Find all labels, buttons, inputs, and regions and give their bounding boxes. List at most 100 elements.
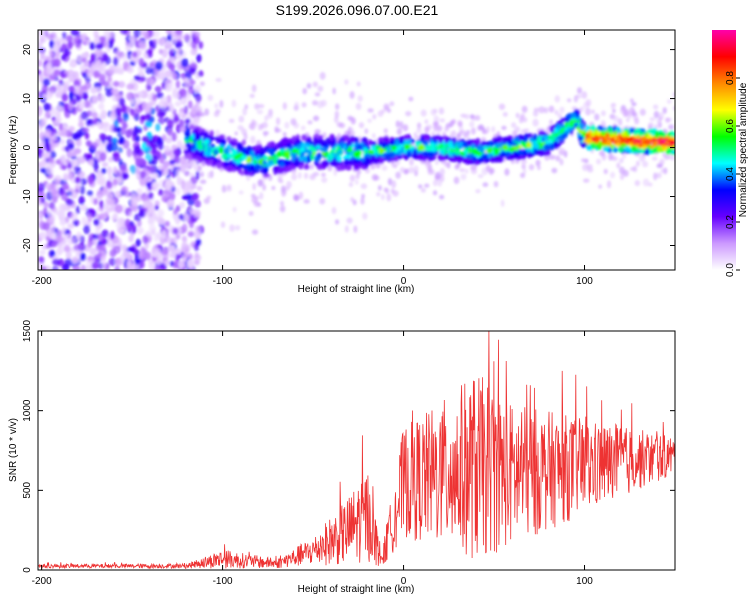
spectrogram-cell [111, 95, 118, 102]
spectrogram-cell [398, 139, 404, 145]
spectrogram-cell [145, 82, 152, 92]
spectrogram-cell [355, 102, 362, 110]
spectrogram-cell [659, 158, 665, 165]
spectrogram-cell [47, 209, 53, 217]
spectrogram-cell [380, 109, 386, 114]
spectrogram-cell [101, 229, 109, 238]
spectrogram-cell [223, 147, 230, 155]
spectrogram-cell [348, 182, 354, 188]
spectrogram-cell [277, 141, 283, 148]
spectrogram-cell [587, 167, 594, 173]
spectrogram-cell [434, 135, 440, 140]
spectrogram-cell [121, 244, 128, 253]
spectrogram-cell [464, 168, 469, 174]
spectrogram-cell [585, 138, 592, 145]
spectrogram-cell [608, 152, 613, 161]
spectrogram-cell [154, 61, 163, 71]
spectrogram-cell [65, 190, 73, 197]
spectrogram-cell [334, 103, 340, 110]
spectrogram-cell [149, 62, 155, 68]
spectrogram-cell [317, 100, 324, 109]
spectrogram-cell [126, 147, 132, 158]
spectrogram-cell [41, 36, 47, 43]
spectrogram-cell [204, 108, 210, 116]
spectrogram-cell [656, 163, 663, 169]
spectrogram-cell [128, 127, 135, 135]
spectrogram-cell [114, 265, 120, 270]
spectrogram-cell [238, 115, 245, 123]
spectrogram-cell [68, 171, 73, 181]
spectrogram-cell [350, 127, 354, 134]
spectrogram-cell [460, 173, 467, 181]
spectrogram-cell [155, 123, 161, 132]
spectrogram-cell [362, 212, 368, 220]
snr-xlabel: Height of straight line (km) [298, 584, 415, 595]
spectrogram-cell [61, 31, 67, 39]
spectrogram-cell [250, 193, 256, 199]
spectrogram-cell [548, 154, 556, 160]
spectrogram-cell [378, 157, 385, 164]
colorbar-gradient [712, 30, 736, 270]
spectrogram-cell [481, 154, 488, 160]
spectrogram-cell [83, 61, 90, 68]
spectrogram-cell [167, 33, 173, 42]
colorbar-tick-label: 0.0 [725, 263, 736, 277]
spectrogram-cell [457, 121, 463, 128]
spectrogram-cell [257, 179, 263, 187]
spectrogram-cell [418, 144, 425, 151]
spectrogram-cell [581, 91, 588, 99]
spectrogram-cell [180, 164, 186, 174]
spectrogram-cell [360, 197, 365, 205]
spectrogram-cell [310, 153, 315, 161]
spectrogram-cell [327, 164, 333, 172]
spectrogram-cell [657, 144, 662, 153]
spectrogram-cell [662, 107, 667, 114]
spectrogram-cell [38, 212, 43, 219]
spectrogram-cell [238, 190, 244, 195]
spectrogram-cell [126, 262, 134, 270]
spectrogram-cell [81, 216, 87, 226]
spectrogram-cell [502, 111, 508, 117]
spectrogram-cell [181, 57, 189, 68]
spectrogram-cell [85, 140, 92, 147]
spectrogram-cell [449, 130, 457, 136]
spectrogram-cell [638, 131, 644, 137]
spectrogram-cell [43, 114, 48, 124]
spectrogram-cell [496, 135, 503, 144]
spectrogram-cell [633, 128, 638, 136]
spectrogram-cell [46, 33, 54, 40]
spectrogram-cell [167, 168, 173, 176]
y-tick-label: 1500 [22, 319, 33, 342]
spectrogram-cell [466, 129, 470, 136]
spectrogram-cell [163, 169, 168, 176]
spectrogram-blobs [38, 30, 675, 270]
spectrogram-cell [195, 100, 201, 106]
spectrogram-cell [154, 204, 159, 211]
spectrogram-cell [148, 204, 156, 214]
spectrogram-cell [298, 191, 304, 200]
spectrogram-cell [319, 72, 326, 80]
spectrogram-cell [38, 146, 42, 156]
spectrogram-cell [642, 160, 649, 168]
spectrogram-cell [150, 99, 157, 106]
spectrogram-cells [38, 30, 675, 270]
spectrogram-cell [154, 200, 160, 207]
spectrogram-cell [538, 150, 544, 156]
spectrogram-cell [41, 93, 47, 99]
spectrogram-cell [192, 128, 198, 134]
spectrogram-cell [89, 41, 95, 50]
spectrogram-cell [91, 261, 99, 270]
spectrogram-cell [331, 206, 337, 215]
spectrogram-cell [236, 143, 244, 151]
spectrogram-cell [184, 181, 192, 191]
spectrogram-cell [258, 104, 265, 109]
spectrogram-cell [90, 61, 96, 72]
spectrogram-cell [312, 81, 318, 88]
spectrogram-cell [122, 112, 129, 122]
spectrogram-cell [145, 153, 153, 161]
spectrogram-cell [472, 148, 479, 155]
spectrogram-cell [647, 134, 653, 141]
spectrogram-cell [339, 122, 346, 129]
spectrogram-cell [303, 199, 310, 204]
spectrogram-cell [95, 175, 103, 185]
